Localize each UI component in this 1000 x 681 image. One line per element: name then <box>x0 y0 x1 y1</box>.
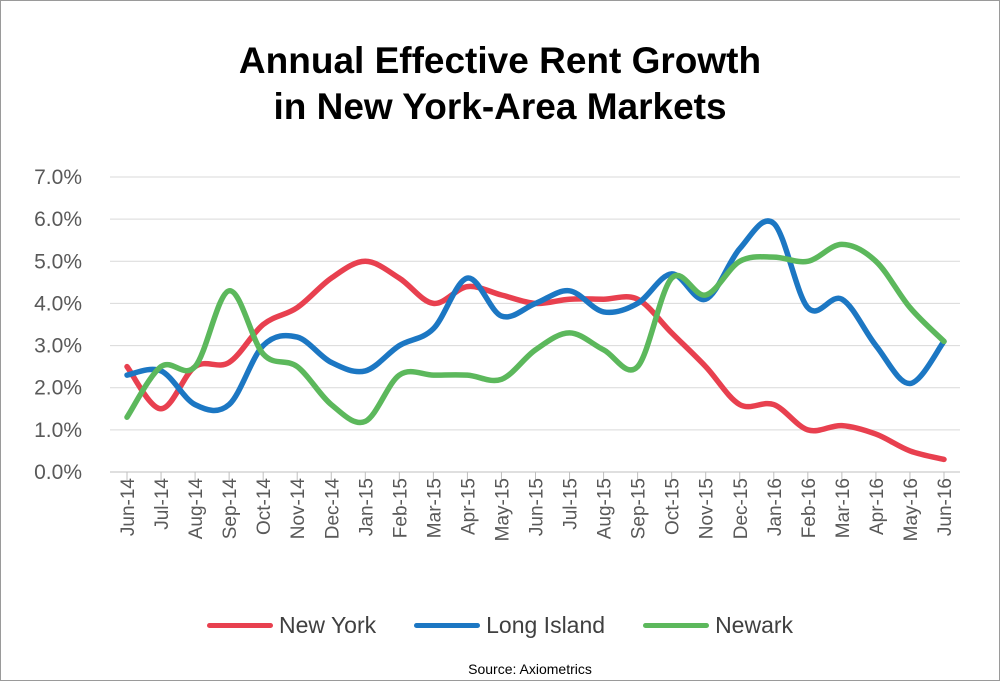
y-tick-label: 7.0% <box>34 166 82 189</box>
x-tick-label: Oct-14 <box>254 478 275 535</box>
legend-item-long-island: Long Island <box>414 612 605 639</box>
x-tick-label: Sep-15 <box>629 478 650 539</box>
legend-swatch-new-york <box>206 623 273 628</box>
x-tick-label: Nov-14 <box>288 478 309 540</box>
x-tick-label: Mar-16 <box>833 478 854 538</box>
x-tick-label: Mar-15 <box>424 478 445 538</box>
legend-item-new-york: New York <box>206 612 377 639</box>
chart-title-line2: in New York-Area Markets <box>273 86 727 127</box>
source-note: Source: Axiometrics <box>468 661 592 677</box>
y-tick-label: 3.0% <box>34 335 82 358</box>
x-tick-label: Feb-15 <box>390 478 411 538</box>
x-tick-label: May-16 <box>901 478 922 541</box>
x-tick-label: Jan-15 <box>356 478 377 536</box>
chart-title-line1: Annual Effective Rent Growth <box>238 40 762 81</box>
x-tick-label: Feb-16 <box>799 478 820 538</box>
x-tick-label: Jun-16 <box>935 478 956 536</box>
x-tick-label: May-15 <box>492 478 513 541</box>
y-tick-label: 0.0% <box>34 461 82 484</box>
y-tick-label: 2.0% <box>34 377 82 400</box>
legend-label-new-york: New York <box>278 612 377 638</box>
x-tick-label: Aug-15 <box>595 478 616 539</box>
legend-swatch-long-island <box>414 623 481 628</box>
y-tick-label: 4.0% <box>34 292 82 315</box>
x-tick-label: Dec-15 <box>731 478 752 539</box>
series-line-newark <box>124 241 947 426</box>
x-tick-label: Sep-14 <box>220 478 241 540</box>
legend-label-long-island: Long Island <box>486 612 606 638</box>
x-tick-label: Nov-15 <box>697 478 718 539</box>
x-tick-label: Jan-16 <box>765 478 786 536</box>
x-tick-label: Aug-14 <box>186 478 207 540</box>
legend-label-newark: Newark <box>715 612 794 638</box>
x-tick-label: Jul-14 <box>152 478 173 530</box>
chart-title: Annual Effective Rent Growth in New York… <box>0 38 1000 130</box>
y-tick-label: 6.0% <box>34 208 82 231</box>
legend-swatch-newark <box>643 623 710 628</box>
x-tick-label: Apr-15 <box>458 478 479 535</box>
chart-legend: New York Long Island Newark <box>0 612 1000 639</box>
x-tick-label: Jun-14 <box>118 478 139 537</box>
x-tick-label: Oct-15 <box>663 478 684 535</box>
x-tick-label: Dec-14 <box>322 478 343 540</box>
y-tick-label: 1.0% <box>34 419 82 442</box>
x-tick-label: Apr-16 <box>867 478 888 535</box>
series-line-long-island <box>124 218 947 414</box>
y-tick-label: 5.0% <box>34 250 82 273</box>
x-tick-label: Jun-15 <box>527 478 548 536</box>
x-tick-label: Jul-15 <box>561 478 582 530</box>
legend-item-newark: Newark <box>643 612 793 639</box>
